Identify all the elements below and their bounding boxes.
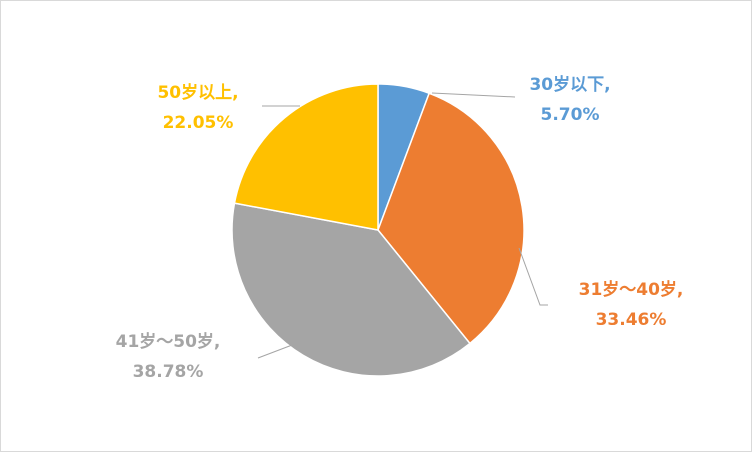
data-label-value: 33.46% (596, 310, 667, 330)
data-label-value: 5.70% (541, 105, 600, 125)
data-label-value: 22.05% (163, 113, 234, 133)
data-label-category: 30岁以下, (529, 74, 610, 95)
data-label-category: 41岁～50岁, (116, 331, 221, 352)
leader-line (431, 92, 516, 98)
pie-slice (231, 202, 471, 377)
leader-line (257, 341, 301, 359)
data-label-category: 50岁以上, (157, 82, 238, 103)
data-label-value: 38.78% (133, 362, 204, 382)
pie-slice (233, 83, 379, 231)
pie-slice (377, 92, 525, 345)
data-label-category: 31岁～40岁, (579, 279, 684, 300)
leader-line (518, 247, 548, 306)
